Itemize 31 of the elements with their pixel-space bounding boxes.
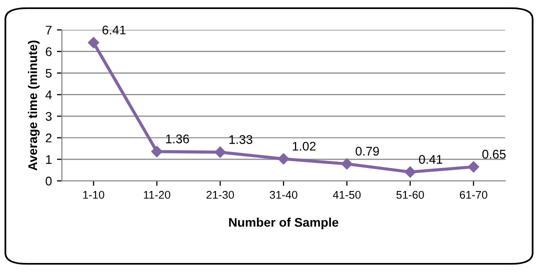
x-tick-label: 11-20 — [144, 190, 170, 199]
y-tick-label: 6 — [46, 47, 52, 56]
y-tick-label: 0 — [46, 176, 52, 186]
point — [404, 166, 416, 178]
x-tick-label: 21-30 — [206, 190, 234, 199]
x-tick-label: 31-40 — [270, 190, 298, 199]
data-label: 6.41 — [102, 26, 126, 34]
point — [341, 158, 352, 170]
x-axis-title: Number of Sample — [229, 218, 338, 230]
y-tick-label: 7 — [46, 26, 52, 34]
data-label: 1.36 — [166, 134, 189, 144]
y-tick-label: 3 — [46, 112, 52, 121]
data-label: 0.65 — [482, 150, 506, 159]
y-axis-title: Average time (minute) — [28, 40, 40, 170]
x-tick-label: 51-60 — [396, 190, 424, 199]
data-label: 1.33 — [229, 135, 252, 144]
data-label: 0.79 — [356, 146, 379, 156]
point — [468, 161, 480, 172]
data-label: 1.02 — [292, 142, 316, 151]
y-tick-label: 4 — [45, 90, 52, 100]
x-tick-label: 61-70 — [460, 190, 488, 199]
point — [214, 146, 226, 158]
data-label: 0.41 — [419, 154, 442, 164]
y-tick-label: 5 — [46, 68, 52, 78]
y-tick-label: 1 — [46, 155, 52, 164]
y-tick-label: 2 — [46, 134, 52, 142]
point — [151, 146, 162, 158]
x-tick-label: 41-50 — [332, 190, 361, 199]
point — [278, 153, 290, 164]
x-tick-label: 1-10 — [83, 190, 104, 199]
point — [88, 37, 100, 48]
